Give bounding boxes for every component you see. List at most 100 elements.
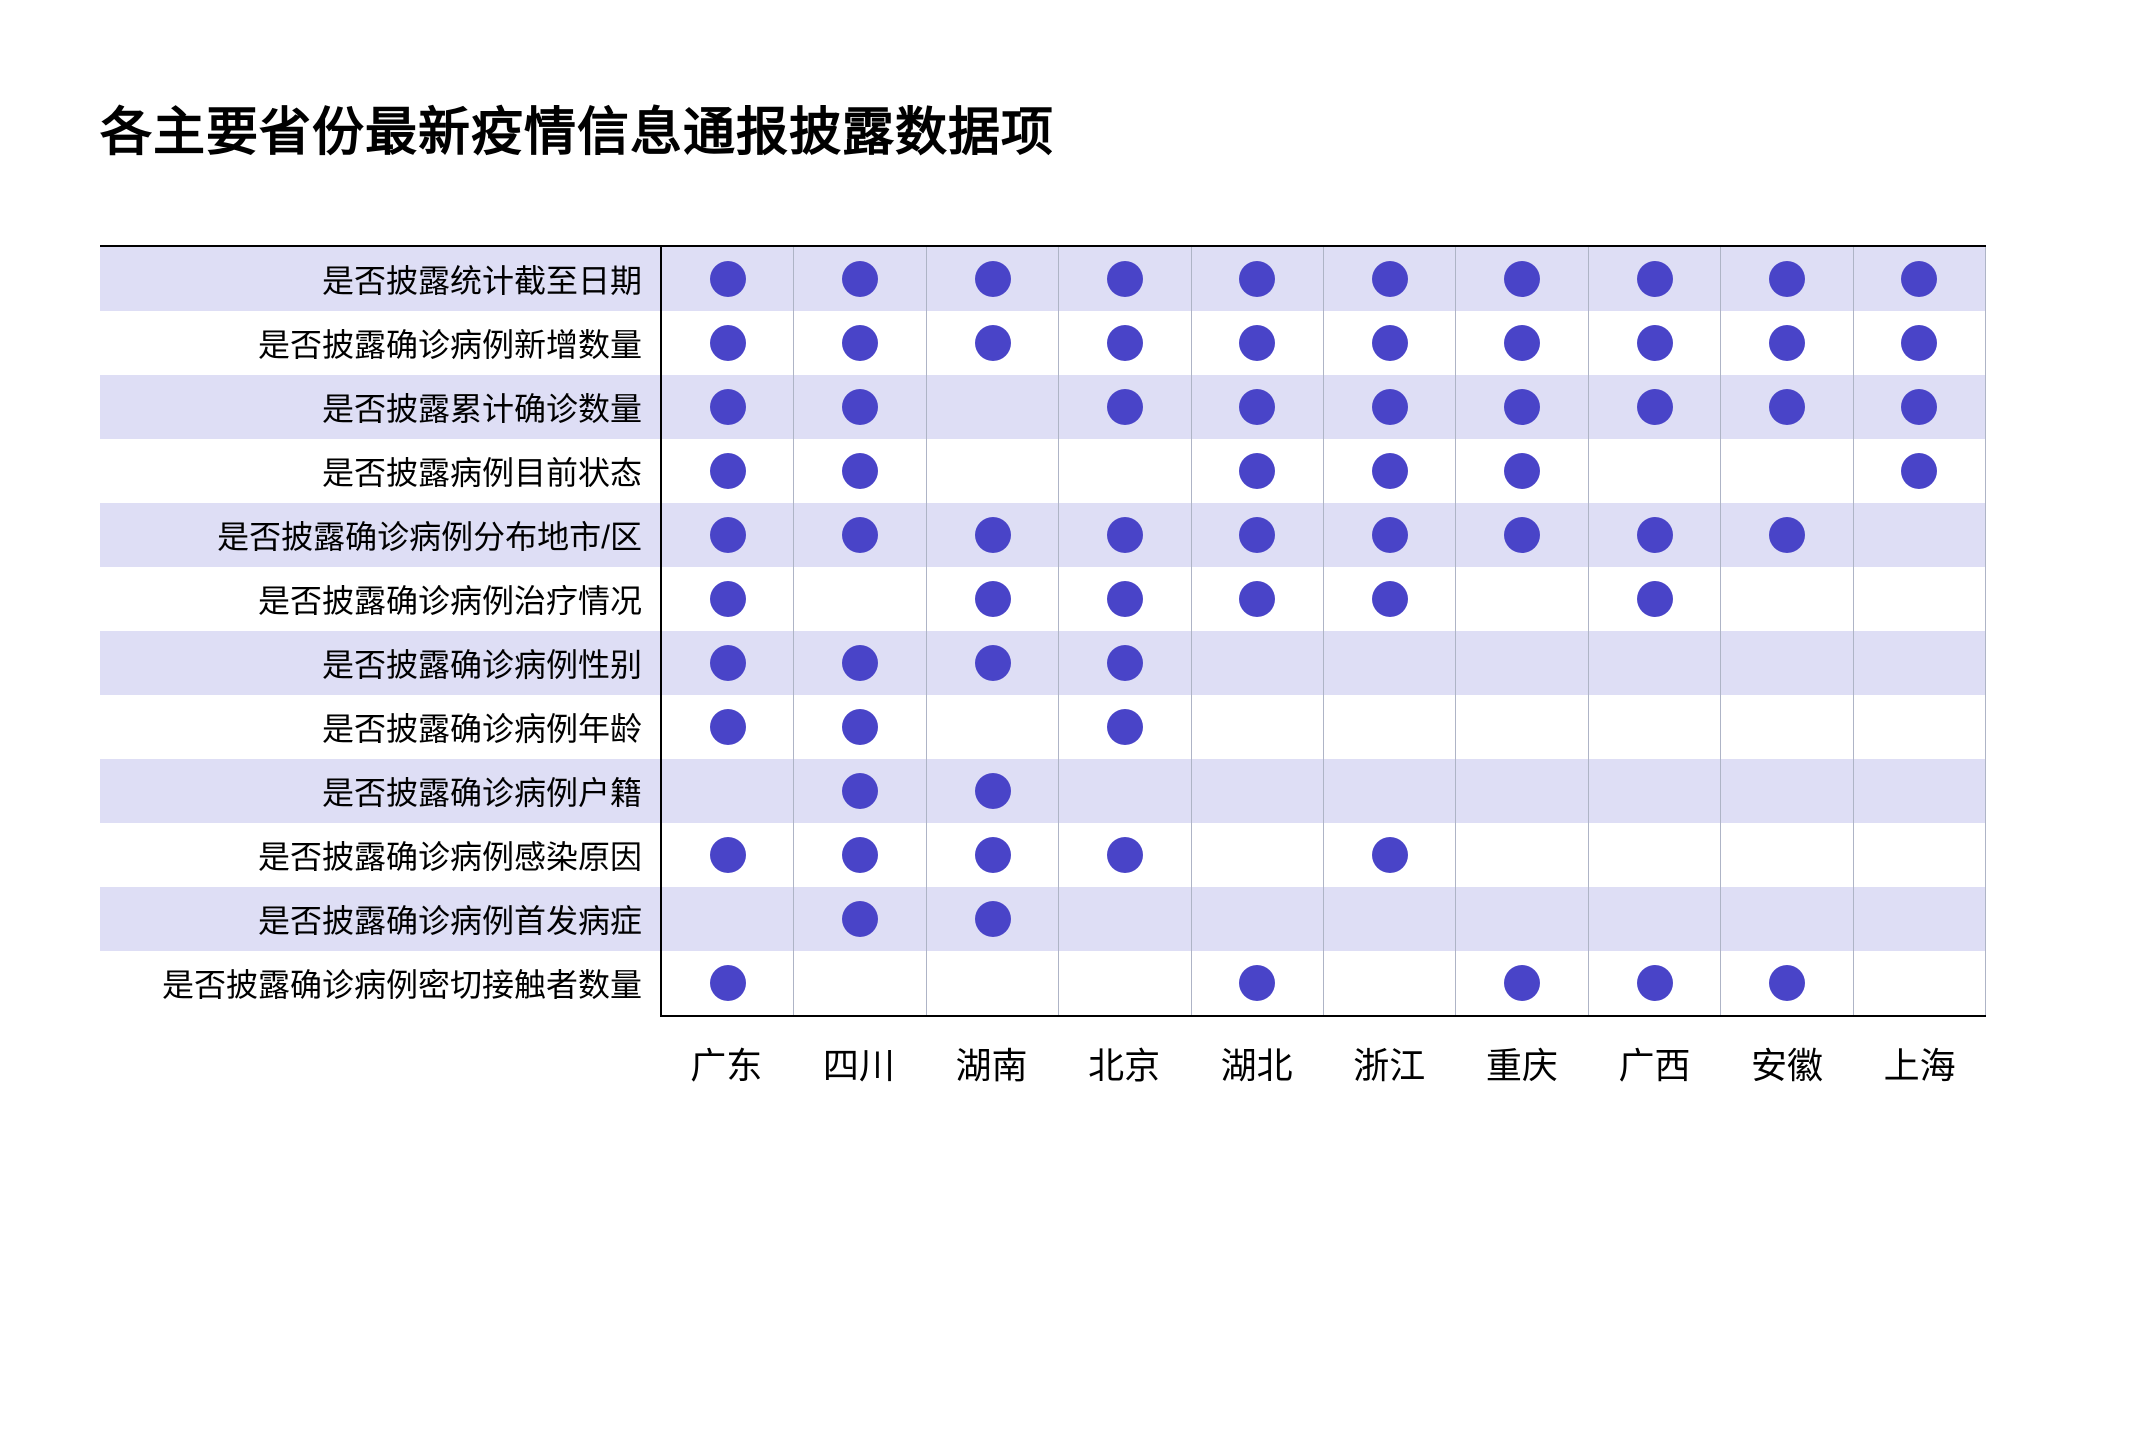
cell xyxy=(794,503,926,567)
cell xyxy=(1589,375,1721,439)
cell xyxy=(1721,631,1853,695)
cell xyxy=(1854,951,1986,1015)
data-row: 是否披露确诊病例分布地市/区 xyxy=(100,503,1986,567)
row-cells xyxy=(660,311,1986,375)
cell xyxy=(1192,439,1324,503)
cell xyxy=(927,567,1059,631)
cell xyxy=(1456,823,1588,887)
cell xyxy=(1059,375,1191,439)
cell xyxy=(1059,951,1191,1015)
cell xyxy=(794,759,926,823)
data-row: 是否披露累计确诊数量 xyxy=(100,375,1986,439)
dot-icon xyxy=(1372,325,1408,361)
cell xyxy=(662,823,794,887)
row-cells xyxy=(660,759,1986,823)
row-cells xyxy=(660,823,1986,887)
dot-icon xyxy=(710,325,746,361)
data-row: 是否披露确诊病例新增数量 xyxy=(100,311,1986,375)
cell xyxy=(1192,759,1324,823)
cell xyxy=(1456,631,1588,695)
row-cells xyxy=(660,631,1986,695)
cell xyxy=(927,311,1059,375)
cell xyxy=(1059,439,1191,503)
cell xyxy=(662,759,794,823)
cell xyxy=(1456,311,1588,375)
cell xyxy=(927,439,1059,503)
dot-icon xyxy=(975,773,1011,809)
dot-icon xyxy=(1107,709,1143,745)
row-label: 是否披露确诊病例首发病症 xyxy=(100,896,660,942)
cell xyxy=(662,567,794,631)
row-label: 是否披露确诊病例新增数量 xyxy=(100,320,660,366)
cell xyxy=(1589,759,1721,823)
dot-icon xyxy=(1504,389,1540,425)
cell xyxy=(1324,759,1456,823)
cell xyxy=(662,503,794,567)
dot-icon xyxy=(842,709,878,745)
dot-icon xyxy=(975,261,1011,297)
cell xyxy=(794,887,926,951)
dot-icon xyxy=(710,965,746,1001)
cell xyxy=(927,823,1059,887)
cell xyxy=(1059,631,1191,695)
row-label: 是否披露统计截至日期 xyxy=(100,256,660,302)
cell xyxy=(1721,375,1853,439)
cell xyxy=(1456,567,1588,631)
cell xyxy=(1059,503,1191,567)
cell xyxy=(1192,375,1324,439)
cell xyxy=(1721,695,1853,759)
row-cells xyxy=(660,503,1986,567)
row-cells xyxy=(660,951,1986,1015)
dot-icon xyxy=(1637,325,1673,361)
cell xyxy=(1721,439,1853,503)
cell xyxy=(1059,311,1191,375)
dot-icon xyxy=(842,325,878,361)
cell xyxy=(1192,311,1324,375)
cell xyxy=(1589,951,1721,1015)
dot-icon xyxy=(1239,517,1275,553)
cell xyxy=(794,951,926,1015)
cell xyxy=(1854,631,1986,695)
dot-icon xyxy=(710,709,746,745)
cell xyxy=(1324,503,1456,567)
dot-icon xyxy=(1107,261,1143,297)
cell xyxy=(1854,695,1986,759)
dot-icon xyxy=(710,261,746,297)
cell xyxy=(1324,567,1456,631)
cell xyxy=(1589,631,1721,695)
cell xyxy=(1324,311,1456,375)
dot-icon xyxy=(975,901,1011,937)
x-axis-label: 广东 xyxy=(660,1017,793,1089)
dot-icon xyxy=(842,901,878,937)
chart-canvas: 各主要省份最新疫情信息通报披露数据项 是否披露统计截至日期是否披露确诊病例新增数… xyxy=(0,0,2146,1452)
cell xyxy=(1324,951,1456,1015)
cell xyxy=(927,631,1059,695)
data-row: 是否披露确诊病例性别 xyxy=(100,631,1986,695)
dot-icon xyxy=(1107,645,1143,681)
cell xyxy=(927,759,1059,823)
cell xyxy=(1456,503,1588,567)
dot-icon xyxy=(710,645,746,681)
dot-icon xyxy=(975,517,1011,553)
data-row: 是否披露确诊病例年龄 xyxy=(100,695,1986,759)
cell xyxy=(1854,503,1986,567)
dot-icon xyxy=(1504,325,1540,361)
dot-icon xyxy=(710,389,746,425)
data-row: 是否披露确诊病例首发病症 xyxy=(100,887,1986,951)
dot-icon xyxy=(1637,517,1673,553)
cell xyxy=(1192,503,1324,567)
dot-icon xyxy=(1504,261,1540,297)
row-cells xyxy=(660,439,1986,503)
dot-icon xyxy=(842,261,878,297)
x-axis-labels: 广东四川湖南北京湖北浙江重庆广西安徽上海 xyxy=(660,1015,1986,1089)
x-axis-label: 四川 xyxy=(793,1017,926,1089)
cell xyxy=(1324,695,1456,759)
x-axis-spacer xyxy=(100,1015,660,1089)
cell xyxy=(1059,887,1191,951)
x-axis-label: 广西 xyxy=(1588,1017,1721,1089)
cell xyxy=(1854,887,1986,951)
cell xyxy=(662,887,794,951)
dot-icon xyxy=(1239,965,1275,1001)
cell xyxy=(794,375,926,439)
cell xyxy=(1721,759,1853,823)
